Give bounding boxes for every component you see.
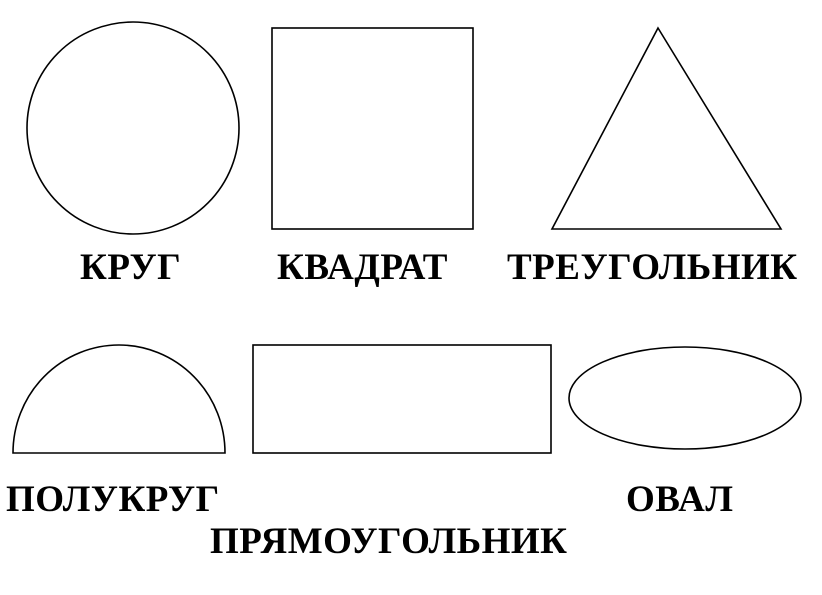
square-label: КВАДРАТ	[277, 247, 448, 288]
square-shape	[271, 27, 474, 230]
circle-label: КРУГ	[80, 247, 182, 288]
semicircle-label: ПОЛУКРУГ	[6, 479, 220, 520]
rectangle-label: ПРЯМОУГОЛЬНИК	[210, 521, 568, 562]
triangle-label: ТРЕУГОЛЬНИК	[507, 247, 798, 288]
triangle-shape	[550, 26, 783, 230]
oval-label: ОВАЛ	[626, 479, 734, 520]
rectangle-shape	[252, 344, 552, 454]
oval-shape	[568, 346, 802, 450]
semicircle-shape	[12, 344, 226, 454]
circle-shape	[26, 21, 240, 235]
